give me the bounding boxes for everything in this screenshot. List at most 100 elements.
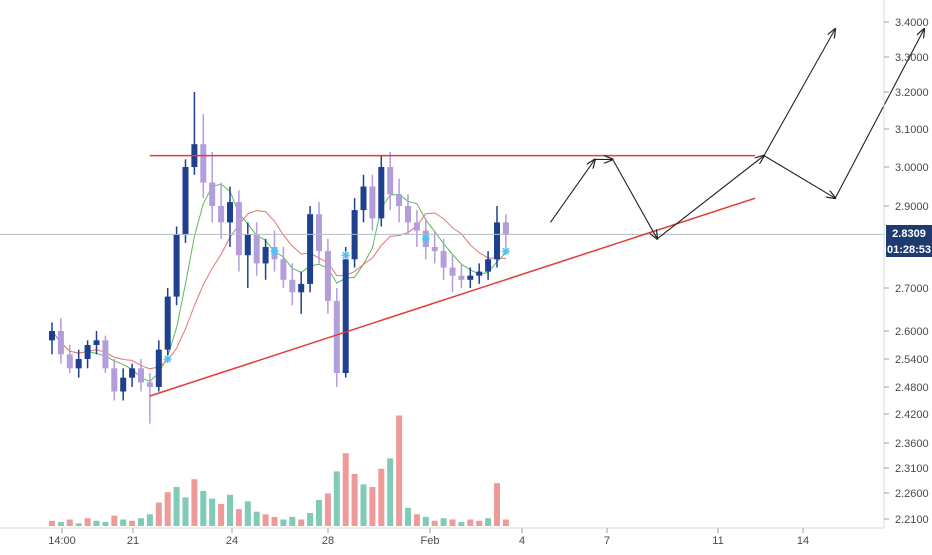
volume-bar — [253, 511, 260, 526]
volume-bar — [307, 513, 314, 526]
candle-body — [66, 354, 73, 369]
candle-body — [378, 167, 385, 219]
forecast-arrow — [612, 159, 658, 238]
volume-bar — [502, 519, 509, 526]
price-tick-label: 3.1000 — [895, 124, 929, 136]
volume-bar — [244, 501, 251, 526]
volume-bar — [209, 498, 216, 526]
signal-marker — [163, 355, 172, 363]
volume-bar — [280, 519, 287, 526]
volume-bar — [333, 471, 340, 526]
volume-bar — [49, 520, 55, 526]
candle-body — [218, 206, 225, 223]
time-tick-label: 28 — [322, 535, 334, 547]
candle-body — [333, 300, 340, 373]
candle-body — [316, 214, 322, 252]
volume-bar — [422, 516, 429, 526]
countdown-label: 01:28:53 — [887, 244, 931, 256]
candle-body — [396, 194, 403, 206]
volume-bar — [449, 519, 456, 526]
signal-marker — [501, 247, 510, 256]
volume-bar — [369, 487, 376, 526]
candle-body — [298, 283, 305, 293]
volume-bar — [431, 520, 438, 526]
candle-body — [449, 267, 456, 276]
price-tick-label: 2.3100 — [895, 463, 929, 475]
time-tick-label: 11 — [712, 535, 723, 547]
candle-body — [387, 167, 394, 195]
volume-bar — [378, 468, 385, 526]
candle-body — [84, 345, 91, 359]
volume-bar — [93, 520, 100, 526]
candle-body — [289, 279, 296, 293]
candle-body — [227, 202, 233, 223]
price-tick-label: 2.4200 — [895, 409, 929, 421]
signal-marker — [421, 234, 430, 243]
candle-body — [324, 251, 331, 301]
volume-bar — [111, 515, 118, 526]
time-tick-label: 14 — [797, 535, 809, 547]
ma-fast-line — [51, 183, 507, 382]
volume-bar — [316, 500, 322, 526]
countdown-tag — [886, 241, 932, 257]
candle-body — [129, 368, 136, 378]
volume-bar — [324, 493, 331, 526]
volume-bar — [218, 503, 225, 526]
candle-body — [164, 296, 171, 350]
forecast-arrow — [549, 159, 595, 223]
volume-bar — [298, 519, 305, 526]
forecast-arrow — [834, 29, 924, 199]
candle-body — [494, 222, 500, 260]
candle-body — [182, 167, 189, 235]
candles — [49, 92, 509, 424]
candle-body — [138, 368, 144, 383]
candle-body — [342, 259, 349, 373]
candle-body — [200, 144, 207, 183]
price-tick-label: 3.0000 — [895, 162, 929, 174]
time-axis[interactable]: 14:00 21 24 28 Feb 4 7 11 14 — [48, 528, 809, 547]
candle-body — [93, 340, 100, 345]
volume-bar — [396, 415, 403, 526]
volume-bar — [351, 474, 358, 526]
price-tick-label: 2.9000 — [895, 201, 929, 213]
candle-body — [155, 349, 162, 387]
candle-body — [120, 377, 127, 392]
candle-body — [262, 247, 269, 264]
price-tick-label: 3.3000 — [895, 52, 929, 64]
volume-bar — [200, 490, 207, 526]
volume-bar — [191, 479, 198, 526]
forecast-arrow — [763, 155, 835, 199]
time-tick-label: 14:00 — [48, 535, 76, 547]
candle-body — [253, 234, 260, 264]
volume-bar — [485, 518, 492, 526]
candle-body — [235, 202, 242, 256]
last-price-label: 2.8309 — [892, 228, 926, 240]
volume-bar — [342, 453, 349, 526]
signal-marker — [341, 251, 350, 260]
volume-bar — [75, 523, 82, 526]
candle-body — [502, 222, 509, 235]
volume-bar — [387, 458, 394, 526]
candle-body — [360, 186, 367, 211]
candle-body — [485, 259, 492, 272]
candle-body — [75, 359, 82, 369]
time-tick-label: 21 — [127, 535, 139, 547]
volume-bar — [146, 514, 153, 526]
volume-bar — [57, 522, 64, 526]
volume-pane — [49, 415, 509, 526]
price-axis[interactable]: 3.4000 3.3000 3.2000 3.1000 3.0000 2.9000 2.70… — [884, 17, 929, 526]
volume-bar — [66, 519, 73, 526]
volume-bar — [235, 509, 242, 526]
time-tick-label: Feb — [421, 535, 440, 547]
volume-bar — [458, 522, 465, 526]
candle-body — [458, 275, 465, 280]
price-tick-label: 3.2000 — [895, 87, 929, 99]
candle-body — [173, 234, 180, 297]
time-tick-label: 4 — [519, 535, 525, 547]
candle-body — [405, 206, 411, 223]
price-tick-label: 2.3600 — [895, 438, 929, 450]
volume-bar — [271, 516, 278, 526]
volume-bar — [155, 502, 162, 526]
